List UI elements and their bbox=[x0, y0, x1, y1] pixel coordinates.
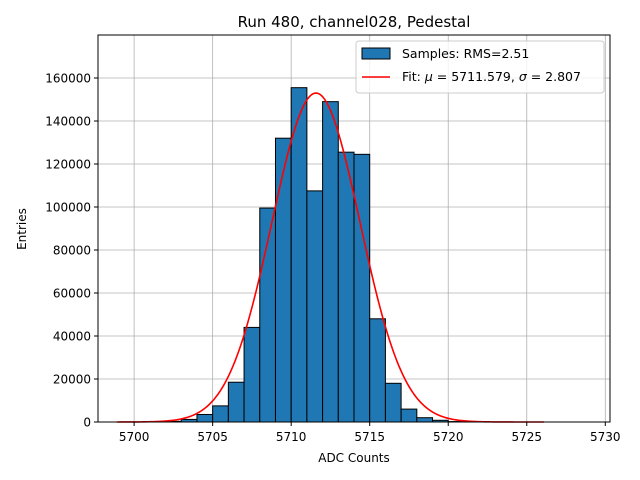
x-tick-label: 5710 bbox=[276, 430, 307, 444]
y-tick-label: 140000 bbox=[45, 115, 91, 129]
x-tick-label: 5700 bbox=[119, 430, 150, 444]
histogram-bar bbox=[369, 318, 386, 423]
legend-samples-swatch bbox=[361, 47, 391, 60]
histogram-bar bbox=[290, 87, 308, 423]
histogram-bar bbox=[353, 153, 371, 423]
histogram-bar bbox=[384, 382, 402, 423]
histogram-bar bbox=[322, 101, 339, 423]
x-tick-label: 5715 bbox=[354, 430, 385, 444]
x-tick-label: 5730 bbox=[590, 430, 621, 444]
histogram-bar bbox=[212, 405, 229, 423]
x-tick-label: 5720 bbox=[433, 430, 464, 444]
histogram-bar bbox=[306, 190, 324, 423]
y-tick-label: 160000 bbox=[45, 72, 91, 86]
gaussian-fit-curve bbox=[116, 92, 545, 423]
y-tick-label: 0 bbox=[83, 416, 91, 430]
chart-title: Run 480, channel028, Pedestal bbox=[238, 13, 471, 31]
y-axis-label: Entries bbox=[15, 208, 29, 250]
plot-frame bbox=[97, 34, 611, 423]
x-tick-label: 5705 bbox=[197, 430, 228, 444]
axis-ticks: 5700 5705 5710 5715 5720 5725 5730 0 20000 40000 6… bbox=[45, 72, 620, 445]
legend: Samples: RMS=2.51 Fit: μ = 5711.579, σ =… bbox=[355, 40, 605, 94]
y-tick-label: 100000 bbox=[45, 201, 91, 215]
histogram-bar bbox=[416, 417, 434, 423]
y-tick-label: 40000 bbox=[53, 330, 91, 344]
x-axis-label: ADC Counts bbox=[318, 451, 390, 465]
y-tick-label: 120000 bbox=[45, 158, 91, 172]
histogram-bars bbox=[165, 87, 465, 423]
y-tick-label: 80000 bbox=[53, 244, 91, 258]
legend-box bbox=[355, 40, 605, 94]
legend-samples-label: Samples: RMS=2.51 bbox=[402, 46, 529, 61]
histogram-bar bbox=[274, 137, 292, 423]
y-tick-label: 60000 bbox=[53, 287, 91, 301]
histogram-bar bbox=[227, 381, 245, 423]
legend-fit-label: Fit: μ = 5711.579, σ = 2.807 bbox=[402, 69, 581, 84]
histogram-bar bbox=[243, 326, 261, 423]
histogram-bar bbox=[337, 151, 355, 423]
x-tick-label: 5725 bbox=[511, 430, 542, 444]
y-tick-label: 20000 bbox=[53, 373, 91, 387]
histogram-bar bbox=[400, 408, 418, 423]
histogram-bar bbox=[196, 413, 214, 423]
